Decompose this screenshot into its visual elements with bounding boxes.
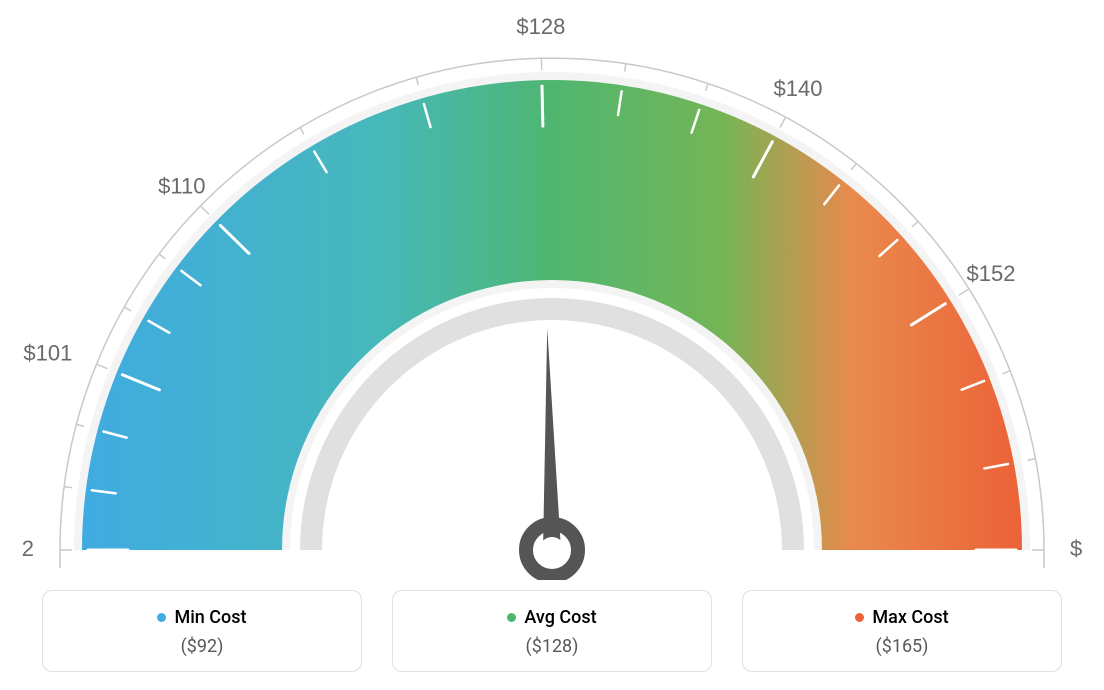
legend-avg-label-text: Avg Cost [524, 607, 596, 628]
cost-gauge: $92 $101 $110 $128 $140 $152 $165 [22, 10, 1082, 570]
dot-icon [855, 613, 864, 622]
dot-icon [507, 613, 516, 622]
svg-text:$92: $92 [22, 536, 34, 561]
legend-min-value: ($92) [43, 636, 361, 657]
svg-text:$152: $152 [967, 261, 1016, 286]
legend-min-label-text: Min Cost [174, 607, 246, 628]
legend-max-card: Max Cost ($165) [742, 590, 1062, 672]
svg-text:$110: $110 [158, 174, 205, 199]
legend-max-label-text: Max Cost [872, 607, 948, 628]
legend-min-card: Min Cost ($92) [42, 590, 362, 672]
svg-text:$101: $101 [23, 340, 72, 365]
svg-text:$128: $128 [516, 14, 565, 39]
legend-avg-card: Avg Cost ($128) [392, 590, 712, 672]
svg-text:$140: $140 [774, 76, 823, 101]
legend: Min Cost ($92) Avg Cost ($128) Max Cost … [42, 590, 1062, 672]
legend-max-value: ($165) [743, 636, 1061, 657]
svg-text:$165: $165 [1070, 536, 1082, 561]
gauge-svg: $92 $101 $110 $128 $140 $152 $165 [22, 10, 1082, 580]
legend-min-label: Min Cost [157, 607, 246, 628]
legend-avg-value: ($128) [393, 636, 711, 657]
dot-icon [157, 613, 166, 622]
legend-avg-label: Avg Cost [507, 607, 596, 628]
legend-max-label: Max Cost [855, 607, 948, 628]
